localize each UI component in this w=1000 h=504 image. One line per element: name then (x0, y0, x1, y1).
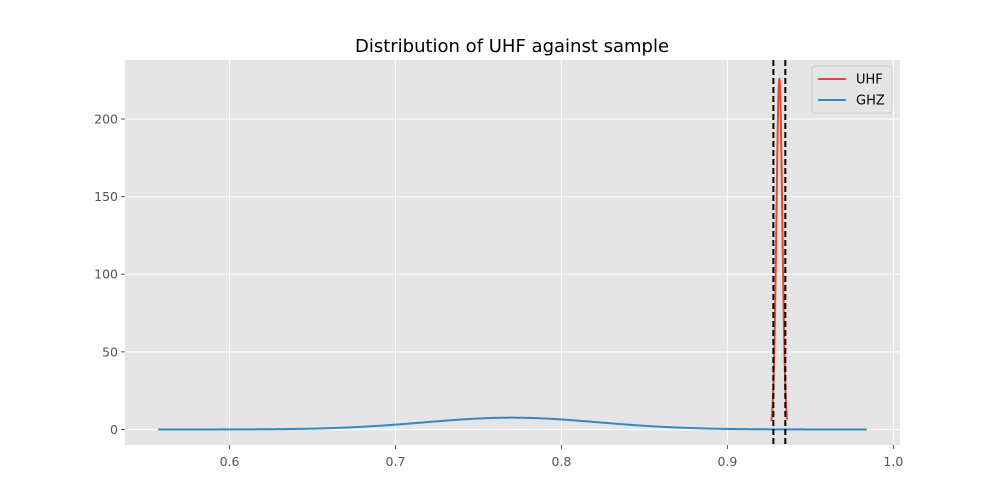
legend-label-uhf: UHF (856, 73, 883, 88)
legend-label-ghz: GHZ (856, 94, 885, 109)
y-tick-label: 200 (94, 111, 118, 126)
x-tick-label: 0.7 (386, 454, 406, 469)
y-tick-label: 150 (94, 189, 118, 204)
y-tick-label: 50 (102, 344, 118, 359)
x-tick-label: 0.8 (552, 454, 572, 469)
legend: UHF GHZ (811, 65, 893, 114)
series-line-uhf (770, 77, 789, 422)
chart-title: Distribution of UHF against sample (355, 36, 669, 57)
ticks: 0.6 0.7 0.8 0.9 1.0 0 50 100 150 200 (94, 111, 903, 469)
legend-box (811, 65, 893, 114)
x-tick-label: 0.6 (220, 454, 240, 469)
x-tick-label: 0.9 (717, 454, 737, 469)
vline-layer (772, 60, 787, 445)
series-line-ghz (158, 416, 867, 431)
x-tick-label: 1.0 (883, 454, 903, 469)
y-tick-label: 100 (94, 267, 118, 282)
series-layer (158, 77, 867, 431)
y-tick-label: 0 (110, 422, 118, 437)
plot-area (125, 60, 900, 445)
